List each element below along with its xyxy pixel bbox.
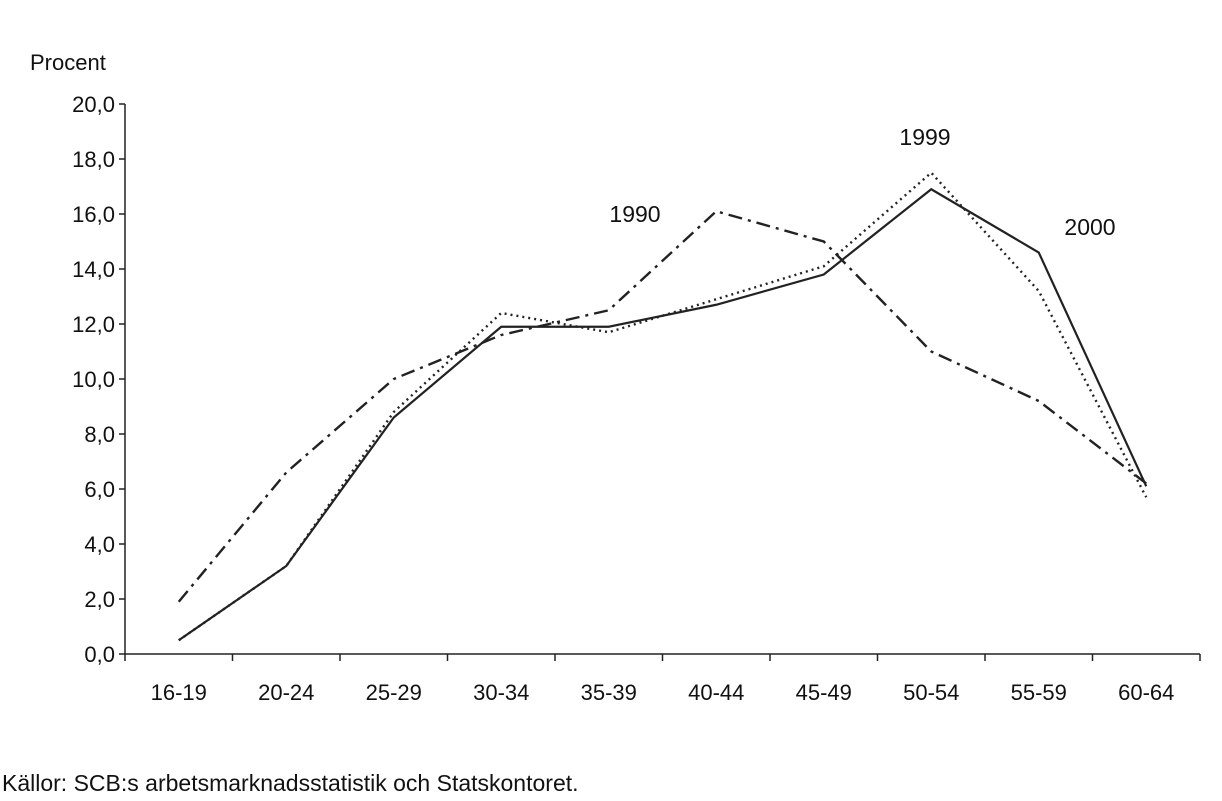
x-tick-label: 50-54 <box>903 680 959 705</box>
y-axis-label: Procent <box>30 50 106 75</box>
y-tick-label: 20,0 <box>72 92 115 117</box>
y-tick-label: 0,0 <box>84 642 115 667</box>
source-note: Källor: SCB:s arbetsmarknadsstatistik oc… <box>2 770 579 796</box>
series-line-1990 <box>177 209 1147 603</box>
x-tick-label: 40-44 <box>688 680 744 705</box>
x-tick-label: 30-34 <box>473 680 529 705</box>
x-tick-label: 16-19 <box>151 680 207 705</box>
y-tick-label: 6,0 <box>84 477 115 502</box>
series-label-1999: 1999 <box>899 124 950 150</box>
series-label-2000: 2000 <box>1064 214 1115 240</box>
y-tick-label: 4,0 <box>84 532 115 557</box>
y-tick-label: 8,0 <box>84 422 115 447</box>
x-tick-label: 60-64 <box>1118 680 1174 705</box>
y-tick-label: 14,0 <box>72 257 115 282</box>
y-tick-label: 18,0 <box>72 147 115 172</box>
y-tick-label: 2,0 <box>84 587 115 612</box>
series-line-2000 <box>178 187 1148 642</box>
line-chart: 0,0 2,0 4,0 6,0 8,0 10,0 12,0 14,0 16,0 18,0 20,0 1… <box>30 50 1201 705</box>
y-tick-label: 16,0 <box>72 202 115 227</box>
series-line-1999 <box>178 171 1148 642</box>
x-tick-label: 35-39 <box>581 680 637 705</box>
x-tick-label: 20-24 <box>258 680 314 705</box>
x-tick-label: 45-49 <box>796 680 852 705</box>
series-label-1990: 1990 <box>609 201 660 227</box>
y-tick-label: 10,0 <box>72 367 115 392</box>
x-tick-label: 25-29 <box>366 680 422 705</box>
x-tick-label: 55-59 <box>1011 680 1067 705</box>
y-tick-label: 12,0 <box>72 312 115 337</box>
